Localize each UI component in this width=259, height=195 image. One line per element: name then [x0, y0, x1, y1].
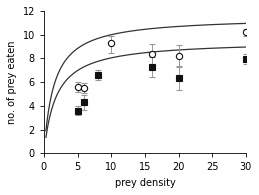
Y-axis label: no. of prey eaten: no. of prey eaten	[7, 40, 17, 124]
X-axis label: prey density: prey density	[114, 178, 175, 188]
